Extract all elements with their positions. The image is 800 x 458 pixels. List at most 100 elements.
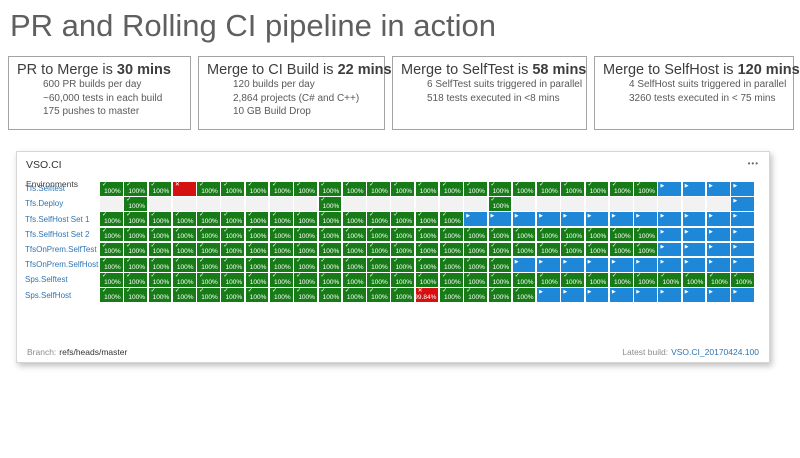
build-pass-cell[interactable]: ✓ 100% [731,273,754,287]
build-running-cell[interactable]: ▶ [682,257,706,272]
build-pass-cell[interactable]: ✓ 100% [391,242,415,257]
build-pass-cell[interactable]: ✓ 100% [367,227,390,242]
build-pass-cell[interactable]: ✓ 100% [367,182,390,196]
build-pass-cell[interactable]: ✓ 100% [367,257,390,272]
build-pass-cell[interactable]: ✓ 100% [124,273,147,287]
build-running-cell[interactable]: ▶ [658,242,682,257]
build-pass-cell[interactable]: ✓ 100% [318,273,342,287]
build-pass-cell[interactable]: ✓ 100% [245,182,269,196]
build-running-cell[interactable]: ▶ [634,288,657,302]
build-pass-cell[interactable]: ✓ 100% [561,273,585,287]
build-running-cell[interactable]: ▶ [585,212,609,226]
build-pass-cell[interactable]: ✓ 100% [464,257,487,272]
build-pass-cell[interactable]: ✓ 100% [269,182,293,196]
build-pass-cell[interactable]: ✓ 100% [197,288,220,302]
build-pass-cell[interactable]: ✓ 100% [342,242,366,257]
build-pass-cell[interactable]: ✓ 100% [439,227,463,242]
build-running-cell[interactable]: ▶ [537,212,560,226]
build-pass-cell[interactable]: ✓ 100% [488,273,512,287]
build-pass-cell[interactable]: ✓ 100% [245,242,269,257]
build-pass-cell[interactable]: ✓ 100% [221,227,245,242]
build-pass-cell[interactable]: ✓ 100% [221,212,245,226]
build-pass-cell[interactable]: ✓ 100% [124,182,147,196]
build-pass-cell[interactable]: ✓ 100% [318,288,342,302]
build-running-cell[interactable]: ▶ [634,212,657,226]
build-pass-cell[interactable]: ✓ 100% [609,273,633,287]
build-running-cell[interactable]: ▶ [609,288,633,302]
build-running-cell[interactable]: ▶ [658,257,682,272]
build-pass-cell[interactable]: ✓ 100% [294,182,317,196]
build-running-cell[interactable]: ▶ [731,242,754,257]
build-pass-cell[interactable]: ✓ 100% [537,273,560,287]
build-pass-cell[interactable]: ✓ 100% [221,288,245,302]
build-pass-cell[interactable]: ✓ 100% [269,257,293,272]
build-pass-cell[interactable]: ✓ 100% [124,197,147,211]
build-running-cell[interactable]: ▶ [561,257,585,272]
build-pass-cell[interactable]: ✓ 100% [294,227,317,242]
build-pass-cell[interactable]: ✓ 100% [415,257,439,272]
build-running-cell[interactable]: ▶ [731,182,754,196]
build-pass-cell[interactable]: ✓ 100% [609,227,633,242]
build-pass-cell[interactable]: ✓ 100% [512,288,536,302]
env-label-link[interactable]: TfsOnPrem.SelfHost [25,260,99,270]
build-pass-cell[interactable]: ✓ 100% [342,273,366,287]
ellipsis-menu-icon[interactable]: ••• [747,159,759,168]
build-pass-cell[interactable]: ✓ 100% [561,242,585,257]
build-pass-cell[interactable]: ✓ 100% [124,212,147,226]
env-label-link[interactable]: Tfs.Deploy [25,199,64,209]
build-pass-cell[interactable]: ✓ 100% [318,182,342,196]
build-pass-cell[interactable]: ✓ 100% [148,242,172,257]
build-running-cell[interactable]: ▶ [561,288,585,302]
build-pass-cell[interactable]: ✓ 100% [464,288,487,302]
build-pass-cell[interactable]: ✓ 100% [148,257,172,272]
build-pass-cell[interactable]: ✓ 100% [269,212,293,226]
build-pass-cell[interactable]: ✓ 100% [391,227,415,242]
build-pass-cell[interactable]: ✓ 100% [245,288,269,302]
build-running-cell[interactable]: ▶ [658,288,682,302]
build-pass-cell[interactable]: ✓ 100% [537,227,560,242]
build-pass-cell[interactable]: ✓ 100% [124,257,147,272]
build-pass-cell[interactable]: ✓ 100% [367,212,390,226]
build-pass-cell[interactable]: ✓ 100% [609,182,633,196]
build-pass-cell[interactable]: ✓ 100% [391,273,415,287]
build-running-cell[interactable]: ▶ [731,227,754,242]
build-pass-cell[interactable]: ✓ 100% [100,182,123,196]
build-pass-cell[interactable]: ✓ 100% [124,242,147,257]
build-pass-cell[interactable]: ✓ 100% [197,273,220,287]
build-pass-cell[interactable]: ✓ 100% [172,212,196,226]
env-label-link[interactable]: Tfs.SelfHost Set 1 [25,214,90,224]
build-pass-cell[interactable]: ✓ 100% [197,182,220,196]
build-pass-cell[interactable]: ✓ 100% [318,212,342,226]
build-pass-cell[interactable]: ✓ 100% [439,288,463,302]
build-pass-cell[interactable]: ✓ 100% [488,197,512,211]
build-pass-cell[interactable]: ✓ 100% [488,242,512,257]
build-pass-cell[interactable]: ✓ 100% [197,212,220,226]
build-pass-cell[interactable]: ✓ 100% [537,242,560,257]
build-pass-cell[interactable]: ✓ 100% [488,227,512,242]
build-pass-cell[interactable]: ✓ 100% [609,242,633,257]
build-running-cell[interactable]: ▶ [707,182,730,196]
build-pass-cell[interactable]: ✓ 100% [221,273,245,287]
env-label-link[interactable]: Sps.SelfHost [25,290,72,300]
build-pass-cell[interactable]: ✓ 100% [512,242,536,257]
build-pass-cell[interactable]: ✓ 100% [342,227,366,242]
build-pass-cell[interactable]: ✓ 100% [439,242,463,257]
build-pass-cell[interactable]: ✓ 100% [342,288,366,302]
build-pass-cell[interactable]: ✓ 100% [707,273,730,287]
build-pass-cell[interactable]: ✓ 100% [634,273,657,287]
build-running-cell[interactable]: ▶ [585,257,609,272]
build-pass-cell[interactable]: ✓ 100% [439,182,463,196]
build-pass-cell[interactable]: ✓ 100% [464,242,487,257]
build-pass-cell[interactable]: ✓ 100% [294,288,317,302]
build-pass-cell[interactable]: ✓ 100% [318,242,342,257]
build-pass-cell[interactable]: ✓ 100% [415,242,439,257]
latest-build-link[interactable]: VSO.CI_20170424.100 [671,347,759,357]
build-pass-cell[interactable]: ✓ 100% [391,212,415,226]
build-pass-cell[interactable]: ✓ 100% [100,257,123,272]
build-pass-cell[interactable]: ✓ 100% [269,242,293,257]
build-running-cell[interactable]: ▶ [707,257,730,272]
build-pass-cell[interactable]: ✓ 100% [464,227,487,242]
build-pass-cell[interactable]: ✓ 100% [318,197,342,211]
build-pass-cell[interactable]: ✓ 100% [415,212,439,226]
build-pass-cell[interactable]: ✓ 100% [318,227,342,242]
